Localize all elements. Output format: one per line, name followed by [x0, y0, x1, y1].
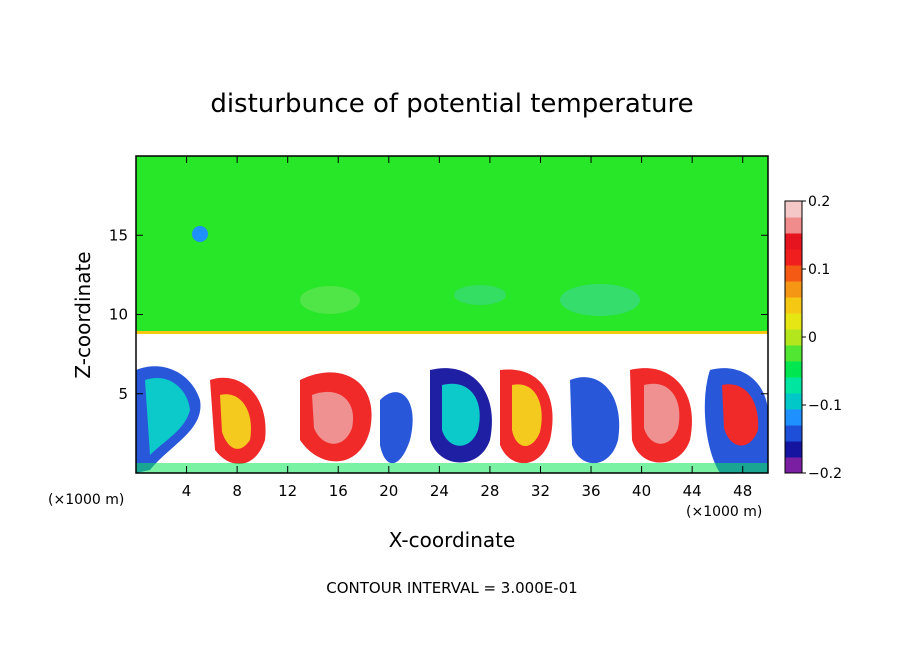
colorbar-swatch — [785, 377, 802, 394]
colorbar-swatch — [785, 249, 802, 266]
x-axis-label: X-coordinate — [389, 528, 516, 552]
contour-interval-note: CONTOUR INTERVAL = 3.000E-01 — [326, 579, 577, 597]
colorbar-swatch — [785, 457, 802, 474]
colorbar-swatch — [785, 329, 802, 346]
colorbar-swatch — [785, 217, 802, 234]
colorbar-tick-label: 0 — [808, 330, 817, 346]
plot-area — [136, 156, 768, 473]
chart-title: disturbunce of potential temperature — [210, 89, 693, 119]
x-tick-label: 36 — [581, 482, 600, 500]
colorbar-swatch — [785, 281, 802, 298]
colorbar-tick-label: −0.2 — [808, 466, 842, 482]
x-axis: 4 8 12 16 20 24 28 32 36 40 44 48 — [182, 156, 752, 500]
colorbar: 0.2 0.1 0 −0.1 −0.2 — [784, 194, 842, 482]
colorbar-tick-label: 0.1 — [808, 262, 830, 278]
inversion-band — [136, 331, 768, 334]
x-tick-label: 28 — [480, 482, 499, 500]
x-tick-label: 32 — [531, 482, 550, 500]
colorbar-swatch — [785, 201, 802, 218]
x-tick-label: 40 — [632, 482, 651, 500]
colorbar-swatch — [785, 313, 802, 330]
upper-patch — [300, 286, 360, 314]
x-tick-label: 16 — [329, 482, 348, 500]
colorbar-swatch — [785, 233, 802, 250]
y-axis-label: Z-coordinate — [71, 251, 95, 378]
colorbar-tick-label: −0.1 — [808, 398, 842, 414]
colorbar-swatch — [785, 409, 802, 426]
x-unit-right: (×1000 m) — [686, 504, 762, 520]
upper-patch — [192, 226, 208, 242]
colorbar-swatch — [785, 393, 802, 410]
y-axis: 5 10 15 — [109, 226, 768, 403]
x-tick-label: 44 — [683, 482, 702, 500]
y-tick-label: 10 — [109, 306, 128, 324]
x-unit-left: (×1000 m) — [48, 492, 124, 508]
x-tick-label: 4 — [182, 482, 192, 500]
x-tick-label: 24 — [430, 482, 449, 500]
colorbar-tick-label: 0.2 — [808, 194, 830, 210]
upper-patch — [454, 285, 506, 305]
colorbar-swatch — [785, 297, 802, 314]
colorbar-swatch — [785, 425, 802, 442]
upper-field — [136, 156, 768, 334]
colorbar-swatch — [785, 361, 802, 378]
y-tick-label: 5 — [118, 385, 128, 403]
colorbar-swatch — [785, 345, 802, 362]
y-tick-label: 15 — [109, 226, 128, 244]
eddies — [136, 366, 768, 473]
upper-patch — [560, 284, 640, 316]
x-tick-label: 8 — [232, 482, 242, 500]
x-tick-label: 48 — [733, 482, 752, 500]
x-tick-label: 12 — [278, 482, 297, 500]
x-tick-label: 20 — [379, 482, 398, 500]
colorbar-swatch — [785, 265, 802, 282]
colorbar-swatch — [785, 441, 802, 458]
